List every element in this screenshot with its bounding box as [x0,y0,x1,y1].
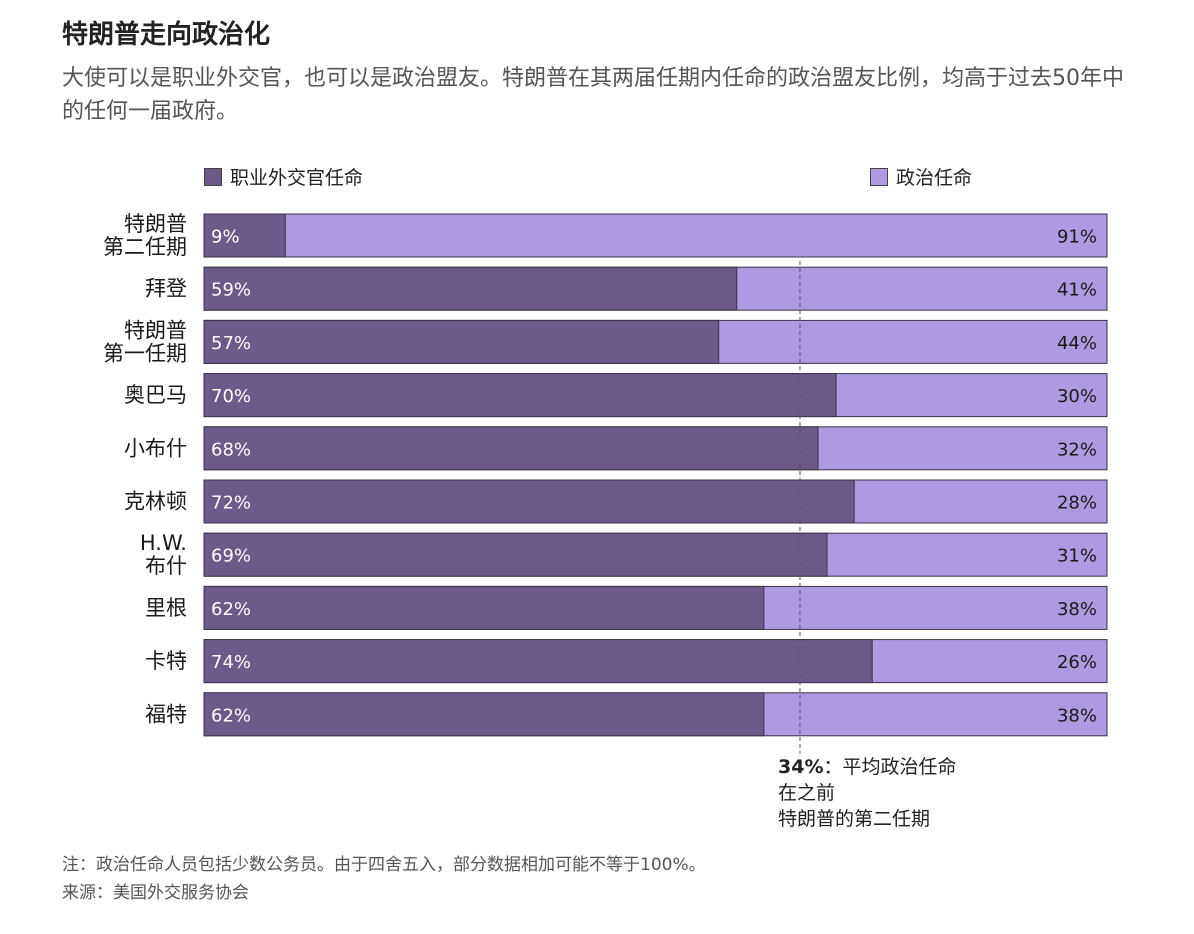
value-label-career: 72% [211,493,251,514]
value-label-political: 41% [1057,280,1097,301]
bars-group [203,213,1108,737]
average-annotation-line-1: 34%：平均政治任命 [778,754,957,780]
value-label-political: 31% [1057,546,1097,567]
value-label-political: 26% [1057,652,1097,673]
legend-political: 政治任命 [870,163,972,190]
value-label-political: 38% [1057,599,1097,620]
average-annotation-line-3: 特朗普的第二任期 [778,808,931,830]
average-annotation: 34%：平均政治任命 在之前 特朗普的第二任期 [778,754,957,832]
footer-note: 注：政治任命人员包括少数公务员。由于四舍五入，部分数据相加可能不等于100%。 [62,855,706,875]
bar-career [203,692,765,737]
legend-career: 职业外交官任命 [204,163,363,190]
bar-career [203,479,855,524]
average-pct: 34% [778,756,824,778]
value-label-career: 69% [211,546,251,567]
category-label: 第二任期 [103,235,187,259]
chart-title: 特朗普走向政治化 [62,20,271,50]
category-label: 福特 [145,702,187,726]
value-label-career: 74% [211,652,251,673]
average-label-1: ：平均政治任命 [823,756,957,778]
bar-career [203,266,738,311]
bar-political [203,213,1108,258]
bar-career [203,639,873,684]
bar-career [203,373,837,418]
category-label: 特朗普 [124,212,187,236]
category-label: 布什 [145,554,187,578]
value-label-political: 30% [1057,386,1097,407]
category-label: 第一任期 [103,341,187,365]
bar-career [203,319,720,364]
chart-subtitle: 大使可以是职业外交官，也可以是政治盟友。特朗普在其两届任期内任命的政治盟友比例，… [62,66,1124,124]
value-label-political: 32% [1057,439,1097,460]
value-label-career: 70% [211,386,251,407]
value-label-political: 44% [1057,333,1097,354]
category-label: 里根 [145,596,187,620]
legend-label-career: 职业外交官任命 [230,167,364,189]
category-label: 小布什 [124,436,187,460]
footer-source: 来源：美国外交服务协会 [62,883,249,903]
category-label: 奥巴马 [124,383,187,407]
legend-label-political: 政治任命 [896,167,973,189]
value-label-career: 57% [211,333,251,354]
value-label-political: 91% [1057,227,1097,248]
bar-career [203,532,828,577]
legend-swatch-career [204,167,222,186]
category-label: H.W. [140,531,187,555]
value-label-political: 28% [1057,493,1097,514]
value-label-career: 59% [211,280,251,301]
value-label-career: 9% [211,227,240,248]
bar-career [203,426,819,471]
category-label: 拜登 [145,277,187,301]
value-label-career: 62% [211,705,251,726]
value-label-career: 68% [211,439,251,460]
average-annotation-line-2: 在之前 [778,782,836,804]
category-label: 克林顿 [124,490,187,514]
value-label-career: 62% [211,599,251,620]
bar-career [203,213,286,258]
bar-career [203,585,765,630]
value-label-political: 38% [1057,705,1097,726]
category-label: 特朗普 [124,318,187,342]
category-label: 卡特 [145,649,187,673]
legend-swatch-political [870,167,888,186]
